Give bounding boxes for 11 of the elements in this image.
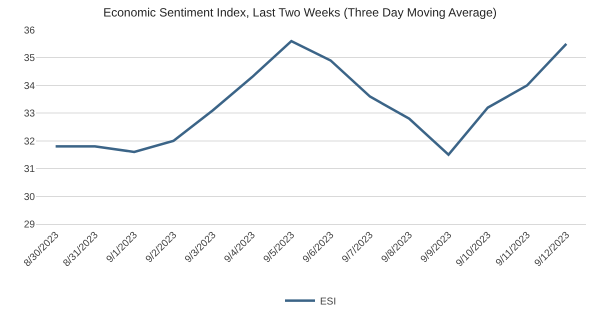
y-tick-label: 30: [24, 192, 36, 203]
y-tick-label: 36: [24, 26, 36, 36]
line-series: [54, 40, 568, 156]
legend-label: ESI: [320, 296, 336, 308]
chart-title: Economic Sentiment Index, Last Two Weeks (Three Day Moving Average): [103, 6, 497, 20]
y-tick-label: 35: [24, 53, 36, 64]
y-tick-label: 34: [24, 80, 36, 92]
y-tick-label: 31: [24, 164, 36, 176]
y-tick-label: 32: [24, 136, 36, 148]
y-tick-label: 33: [24, 108, 36, 120]
y-tick-label: 29: [24, 220, 36, 230]
